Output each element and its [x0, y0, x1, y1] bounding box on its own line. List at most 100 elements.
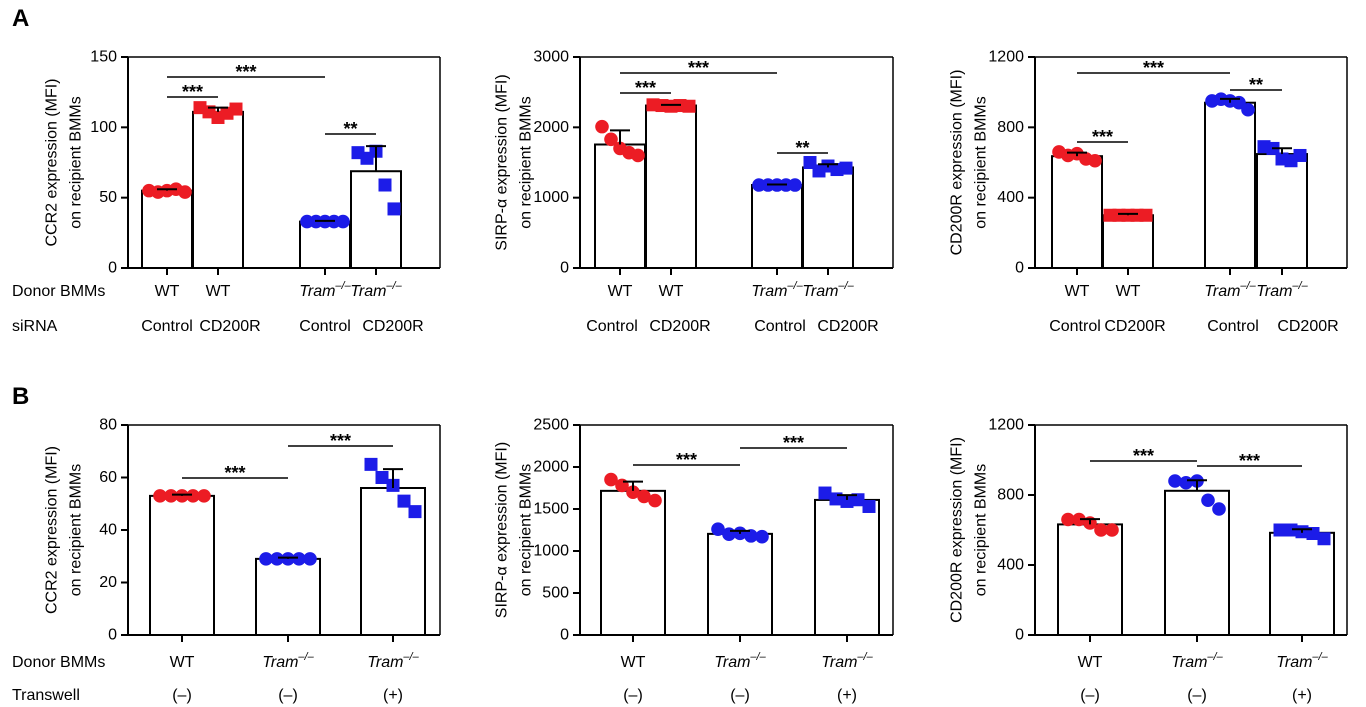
y-tick-label: 1200 — [988, 417, 1024, 434]
y-tick-label: 1000 — [533, 543, 569, 560]
donor-label-text: Tram — [1276, 654, 1312, 671]
y-axis-label: SIRP-α expression (MFI) — [494, 74, 511, 250]
y-axis-label: on recipient BMMs — [973, 464, 990, 597]
data-point-square — [378, 178, 392, 192]
y-tick-label: 500 — [542, 585, 569, 602]
condition-label: Control — [1207, 318, 1259, 335]
donor-label-text: Tram — [350, 283, 386, 300]
bar — [192, 110, 244, 269]
chart-4: 0 20 40 60 80 CCR2 expression (MFI) on recipie… — [44, 417, 441, 704]
donor-label-text: Tram — [1171, 654, 1207, 671]
donor-label: Tram–/– — [1171, 651, 1223, 671]
donor-label: Tram–/– — [262, 651, 314, 671]
data-point-circle — [186, 489, 200, 503]
condition-label: (–) — [1080, 687, 1100, 704]
y-tick-label: 50 — [99, 189, 117, 206]
row-label-donor-b: Donor BMMs — [12, 654, 105, 671]
data-point-circle — [197, 489, 211, 503]
bar — [814, 498, 880, 637]
donor-label-text: Tram — [751, 283, 787, 300]
data-point-square — [375, 471, 389, 484]
bar — [350, 170, 402, 269]
y-tick-label: 1000 — [533, 189, 569, 206]
data-point-circle — [637, 489, 651, 504]
y-tick-label: 150 — [90, 49, 117, 66]
y-tick-label: 800 — [997, 487, 1024, 504]
data-point-square — [1284, 523, 1298, 537]
chart-1: 0 50 100 150 CCR2 expression (MFI) on recipie… — [44, 49, 441, 335]
data-point-circle — [595, 119, 609, 134]
donor-label-superscript: –/– — [297, 651, 314, 663]
donor-label: WT — [621, 654, 646, 671]
data-point-circle — [336, 214, 350, 229]
bar — [707, 532, 773, 637]
bar — [1102, 214, 1154, 269]
bar — [802, 166, 854, 270]
donor-label-text: Tram — [1204, 283, 1240, 300]
donor-label-text: WT — [608, 283, 633, 300]
donor-label: Tram–/– — [1204, 280, 1256, 300]
y-tick-label: 2000 — [533, 459, 569, 476]
donor-label: WT — [155, 283, 180, 300]
row-label-transwell: Transwell — [12, 687, 80, 704]
y-tick-label: 400 — [997, 557, 1024, 574]
significance-label: *** — [1239, 451, 1260, 471]
data-point-square — [397, 494, 411, 508]
bar — [141, 189, 193, 269]
y-axis-label: on recipient BMMs — [518, 464, 535, 597]
data-point-circle — [744, 529, 758, 543]
bar — [299, 220, 351, 269]
donor-label-text: Tram — [714, 654, 750, 671]
y-axis-label: CD200R expression (MFI) — [949, 437, 966, 623]
y-tick-label: 0 — [1015, 627, 1024, 644]
bar — [1204, 101, 1256, 270]
donor-label: Tram–/– — [350, 280, 402, 300]
condition-label: CD200R — [362, 318, 423, 335]
significance-label: ** — [343, 119, 357, 139]
y-tick-label: 100 — [90, 119, 117, 136]
y-tick-label: 800 — [997, 119, 1024, 136]
donor-label: Tram–/– — [751, 280, 803, 300]
data-point-circle — [303, 552, 317, 566]
condition-label: CD200R — [649, 318, 710, 335]
data-point-circle — [259, 552, 273, 566]
donor-label-text: Tram — [299, 283, 335, 300]
data-point-circle — [1072, 512, 1086, 527]
significance-label: *** — [635, 78, 656, 98]
data-point-circle — [1212, 502, 1226, 516]
significance-label: *** — [1092, 127, 1113, 147]
donor-label-text: Tram — [1256, 283, 1292, 300]
significance-label: *** — [330, 431, 351, 451]
donor-label-superscript: –/– — [856, 651, 873, 663]
donor-label-text: Tram — [821, 654, 857, 671]
donor-label: WT — [170, 654, 195, 671]
data-point-circle — [1105, 523, 1119, 537]
y-axis-label: on recipient BMMs — [68, 96, 85, 229]
data-point-square — [840, 494, 854, 508]
bar — [751, 184, 803, 269]
y-tick-label: 3000 — [533, 49, 569, 66]
data-point-square — [839, 161, 853, 175]
donor-label-text: WT — [1078, 654, 1103, 671]
donor-label-superscript: –/– — [1291, 280, 1308, 292]
y-axis-label: on recipient BMMs — [973, 96, 990, 229]
data-point-circle — [164, 489, 178, 503]
condition-label: CD200R — [1277, 318, 1338, 335]
data-point-square — [682, 99, 696, 113]
donor-label: WT — [1078, 654, 1103, 671]
bar — [1269, 531, 1335, 636]
significance-label: ** — [795, 138, 809, 158]
data-point-circle — [711, 522, 725, 536]
donor-label-text: WT — [1065, 283, 1090, 300]
donor-label-superscript: –/– — [334, 280, 351, 292]
donor-label-text: Tram — [367, 654, 403, 671]
donor-label-text: WT — [170, 654, 195, 671]
donor-label-superscript: –/– — [385, 280, 402, 292]
condition-label: (–) — [1187, 687, 1207, 704]
bar — [600, 489, 666, 636]
donor-label: WT — [659, 283, 684, 300]
donor-label: Tram–/– — [714, 651, 766, 671]
chart-3: 0 400 800 1200 CD200R expression (MFI) on rec… — [949, 49, 1348, 335]
significance-label: *** — [1133, 446, 1154, 466]
